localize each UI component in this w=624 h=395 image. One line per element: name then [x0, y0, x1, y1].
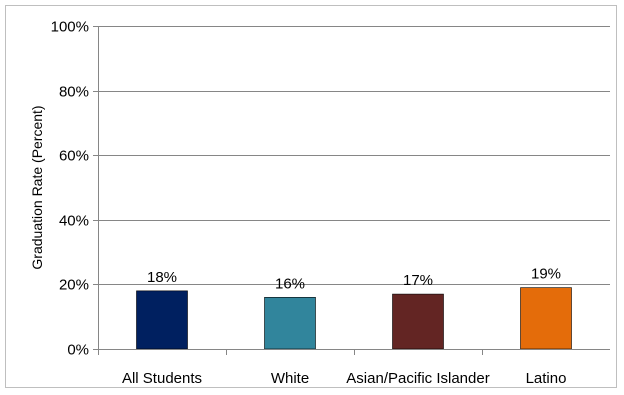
- bar-asian-pacific-islander: [392, 293, 444, 350]
- category-label: Asian/Pacific Islander: [346, 370, 489, 387]
- data-label: 16%: [275, 275, 305, 292]
- category-label: Latino: [526, 370, 567, 387]
- bar-white: [264, 297, 316, 350]
- category-label: All Students: [122, 370, 202, 387]
- y-tick-label: 0%: [67, 342, 89, 359]
- bars: [136, 287, 572, 350]
- bar-all-students: [136, 290, 188, 350]
- y-tick-label: 60%: [59, 148, 89, 165]
- x-axis-category-labels: All Students White Asian/Pacific Islander L…: [122, 370, 566, 387]
- y-axis-title: Graduation Rate (Percent): [29, 105, 45, 269]
- y-axis-tick-labels: 0% 20% 40% 60% 80% 100%: [51, 19, 98, 359]
- data-label: 17%: [403, 272, 433, 289]
- gridlines: [98, 26, 610, 285]
- bar-latino: [520, 287, 572, 350]
- y-tick-label: 100%: [51, 19, 89, 36]
- data-label: 19%: [531, 266, 561, 283]
- y-tick-label: 20%: [59, 277, 89, 294]
- category-label: White: [271, 370, 309, 387]
- data-label: 18%: [147, 269, 177, 286]
- y-tick-label: 40%: [59, 213, 89, 230]
- y-tick-label: 80%: [59, 84, 89, 101]
- data-labels: 18% 16% 17% 19%: [147, 266, 561, 293]
